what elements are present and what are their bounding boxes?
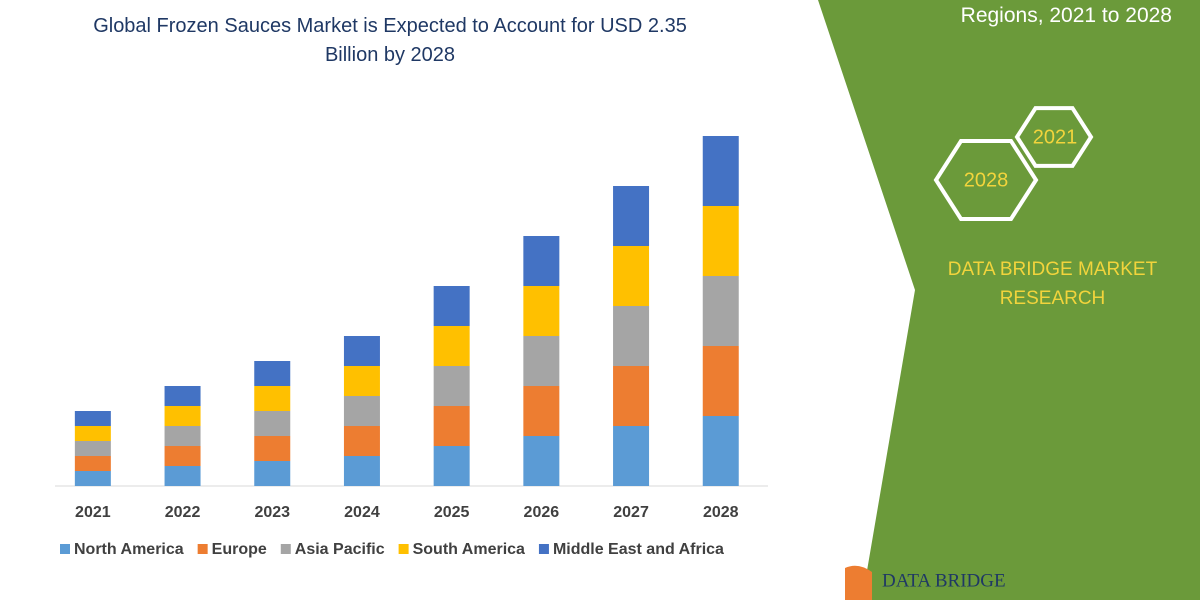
brand-name: DATA BRIDGE MARKET RESEARCH [947, 259, 1158, 309]
bar-segment [702, 416, 739, 486]
x-tick-label: 2025 [434, 504, 470, 521]
logo-text: DATA BRIDGE [882, 570, 1006, 591]
bar-segment [523, 286, 560, 336]
bar-segment [702, 346, 739, 416]
logo-icon [845, 565, 872, 600]
panel-subtitle: Regions, 2021 to 2028 [960, 4, 1172, 27]
legend-label: North America [74, 541, 184, 558]
x-tick-label: 2027 [613, 504, 649, 521]
hexagon [1014, 106, 1094, 168]
bar-segment [433, 366, 470, 406]
bar-segment [613, 246, 650, 306]
legend-swatch [197, 544, 208, 554]
bar-segment [613, 426, 650, 486]
legend-swatch [398, 544, 409, 554]
bar-segment [343, 366, 380, 396]
bar-segment [613, 186, 650, 246]
bar-segment [433, 406, 470, 446]
x-tick-label: 2023 [254, 504, 290, 521]
bar-segment [164, 406, 201, 426]
x-tick-label: 2021 [75, 504, 111, 521]
legend-label: Asia Pacific [295, 541, 385, 558]
x-tick-label: 2024 [344, 504, 380, 521]
hexagon-label: 2028 [964, 169, 1009, 191]
legend-label: Europe [212, 541, 267, 558]
bar-segment [164, 386, 201, 406]
bar-segment [523, 436, 560, 486]
bar-segment [702, 276, 739, 346]
legend-swatch [280, 544, 291, 554]
bar-segment [523, 336, 560, 386]
bar-segment [74, 426, 111, 441]
bar-segment [164, 426, 201, 446]
bar-segment [343, 336, 380, 366]
bar-segment [343, 396, 380, 426]
bar-segment [254, 386, 291, 411]
bar-segment [702, 136, 739, 206]
bar-segment [254, 361, 291, 386]
hexagon-label: 2021 [1033, 126, 1078, 148]
bar-segment [613, 366, 650, 426]
bar-segment [74, 411, 111, 426]
x-tick-label: 2026 [524, 504, 560, 521]
bar-segment [74, 456, 111, 471]
side-panel-bg [818, 0, 1200, 600]
bar-segment [343, 426, 380, 456]
legend-label: Middle East and Africa [553, 541, 724, 558]
bar-segment [254, 436, 291, 461]
bar-segment [164, 446, 201, 466]
bar-segment [343, 456, 380, 486]
bar-segment [74, 471, 111, 486]
x-tick-label: 2028 [703, 504, 739, 521]
bar-segment [254, 411, 291, 436]
bar-segment [523, 386, 560, 436]
legend-swatch [538, 544, 549, 554]
bar-segment [523, 236, 560, 286]
legend-swatch [60, 544, 70, 554]
bar-segment [613, 306, 650, 366]
hexagon [933, 139, 1039, 221]
bar-segment [433, 326, 470, 366]
bar-segment [702, 206, 739, 276]
bar-segment [433, 446, 470, 486]
bar-segment [254, 461, 291, 486]
bar-segment [433, 286, 470, 326]
bar-segment [74, 441, 111, 456]
legend-label: South America [413, 541, 525, 558]
x-tick-label: 2022 [165, 504, 201, 521]
bar-segment [164, 466, 201, 486]
chart-title: Global Frozen Sauces Market is Expected … [93, 15, 687, 66]
